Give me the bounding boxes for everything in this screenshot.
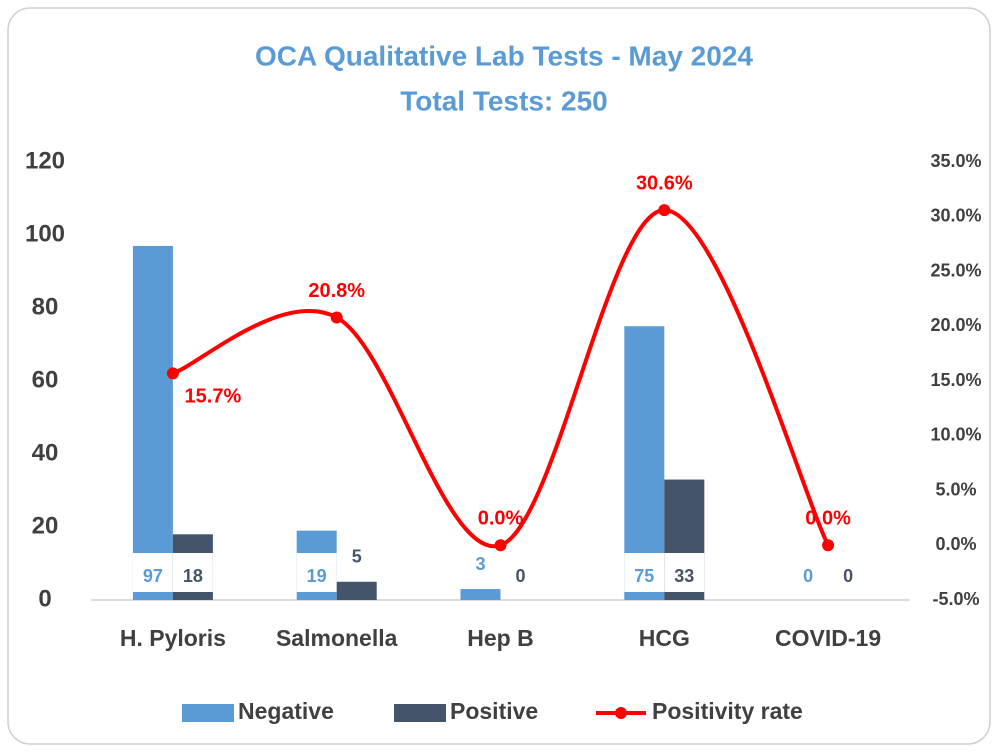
x-tick-label: Hep B — [467, 625, 533, 651]
bar — [336, 581, 377, 600]
x-tick-label: H. Pyloris — [120, 625, 226, 651]
y-tick-label: 20 — [32, 512, 59, 539]
chart-subtitle: Total Tests: 250 — [400, 85, 607, 116]
data-label: 97 — [143, 566, 163, 586]
data-label: 0 — [803, 566, 813, 586]
line-point — [658, 204, 671, 217]
y2-tick-label: 30.0% — [930, 206, 981, 226]
data-label-bg — [296, 553, 337, 592]
y-tick-label: 40 — [32, 439, 59, 466]
legend-label: Positivity rate — [652, 698, 803, 724]
data-label-bg — [172, 553, 213, 592]
legend-label: Negative — [238, 698, 334, 724]
y-tick-label: 120 — [25, 147, 65, 174]
y2-tick-label: 20.0% — [930, 315, 981, 335]
y-tick-label: 0 — [38, 585, 51, 612]
legend-swatch — [394, 704, 446, 722]
y-tick-label: 80 — [32, 293, 59, 320]
data-label: 0.0% — [805, 508, 851, 530]
data-label: 0 — [843, 566, 853, 586]
data-label: 5 — [352, 547, 362, 567]
data-label: 0 — [515, 566, 525, 586]
data-label: 75 — [634, 566, 654, 586]
data-label: 19 — [307, 566, 327, 586]
legend-swatch — [615, 707, 627, 719]
line-point — [494, 539, 507, 552]
line-point — [166, 367, 179, 380]
legend-swatch — [182, 704, 234, 722]
legend-label: Positive — [450, 698, 538, 724]
x-tick-label: Salmonella — [276, 625, 398, 651]
y-tick-label: 60 — [32, 366, 59, 393]
data-label-bg — [664, 553, 705, 592]
chart-title: OCA Qualitative Lab Tests - May 2024 — [255, 40, 753, 71]
line — [172, 208, 830, 549]
y2-tick-label: -5.0% — [932, 589, 979, 609]
bar — [132, 245, 173, 600]
data-label: 18 — [183, 566, 203, 586]
data-label: 30.6% — [636, 172, 693, 194]
x-tick-label: HCG — [639, 625, 690, 651]
y2-tick-label: 15.0% — [930, 370, 981, 390]
y-tick-label: 100 — [25, 220, 65, 247]
line-point — [330, 311, 343, 324]
data-label: 3 — [475, 554, 485, 574]
x-tick-label: COVID-19 — [775, 625, 881, 651]
data-label: 0.0% — [478, 508, 524, 530]
y2-tick-label: 10.0% — [930, 425, 981, 445]
y2-tick-label: 35.0% — [930, 151, 981, 171]
y2-tick-label: 5.0% — [935, 479, 976, 499]
data-label: 20.8% — [308, 280, 365, 302]
y2-tick-label: 0.0% — [935, 534, 976, 554]
data-label-bg — [624, 553, 665, 592]
chart-frame — [7, 7, 991, 745]
y2-tick-label: 25.0% — [930, 260, 981, 280]
data-label-bg — [132, 553, 173, 592]
line-point — [822, 539, 835, 552]
bar — [460, 589, 501, 600]
data-label: 33 — [674, 566, 694, 586]
data-label: 15.7% — [185, 386, 242, 408]
